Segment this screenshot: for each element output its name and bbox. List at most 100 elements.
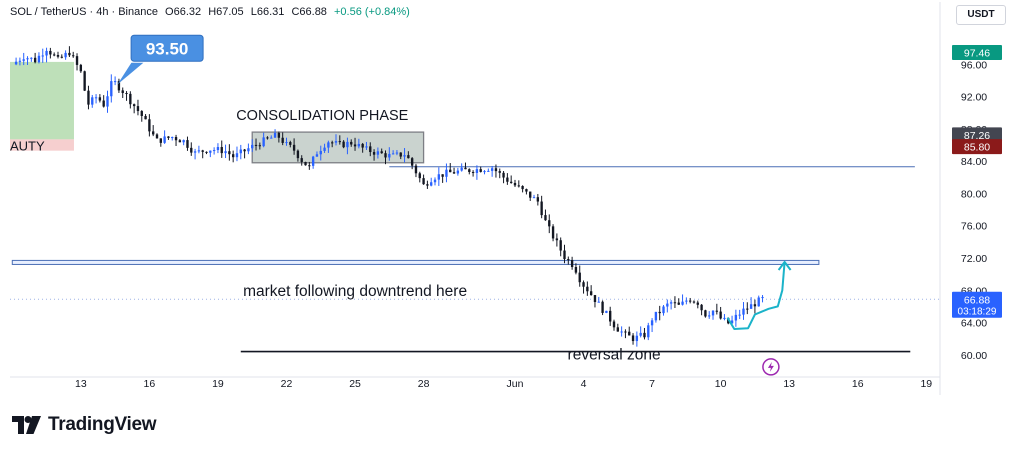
candle-body <box>121 90 124 94</box>
price-tick-label: 92.00 <box>961 92 987 104</box>
candle-body <box>536 197 540 202</box>
candle-body <box>144 115 147 120</box>
candle-body <box>620 331 623 333</box>
candle-body <box>517 185 520 187</box>
price-label-value: 85.80 <box>964 142 990 154</box>
candle-body <box>483 171 486 173</box>
candle-body <box>509 181 513 183</box>
candle-body <box>388 153 391 158</box>
candle-body <box>201 150 204 152</box>
change-value: +0.56 (+0.84%) <box>334 6 410 18</box>
candle-body <box>304 161 307 166</box>
candle-body <box>628 331 631 336</box>
tradingview-logo[interactable]: TradingView <box>12 414 157 436</box>
candle-body <box>643 332 646 338</box>
candle-body <box>174 137 178 141</box>
candle-body <box>14 61 18 65</box>
candle-body <box>605 310 608 313</box>
candle-body <box>296 150 300 159</box>
candle-body <box>616 327 619 332</box>
candle-body <box>708 315 711 317</box>
candle-body <box>243 149 246 152</box>
candle-body <box>273 132 277 138</box>
candle-body <box>98 97 102 101</box>
candle-body <box>350 141 353 145</box>
candle-body <box>372 152 376 155</box>
candle-body <box>494 168 498 172</box>
candle-body <box>414 165 418 174</box>
candle-body <box>631 335 635 342</box>
position-loss-zone <box>10 139 74 151</box>
candle-body <box>182 140 185 143</box>
candle-body <box>281 137 284 143</box>
candle-body <box>197 150 201 152</box>
time-axis[interactable]: 13 16 19 22 25 28 Jun 4 7 10 13 16 19 <box>75 378 932 390</box>
candle-body <box>719 311 722 319</box>
candle-body <box>159 138 162 143</box>
candle-body <box>308 165 311 167</box>
candle-body <box>662 306 665 314</box>
candle-body <box>433 179 437 183</box>
countdown-label: 03:18:29 <box>958 306 997 317</box>
candle-body <box>490 168 494 171</box>
currency-unit-button[interactable]: USDT <box>956 5 1006 25</box>
candle-body <box>502 172 505 178</box>
price-label-value: 66.88 <box>964 294 990 306</box>
candle-body <box>456 170 460 174</box>
candle-body <box>22 59 25 61</box>
candle-body <box>734 314 738 321</box>
candle-body <box>635 335 639 342</box>
candle-body <box>41 55 44 57</box>
candle-body <box>559 240 562 251</box>
candle-body <box>319 150 322 155</box>
candle-body <box>186 140 189 148</box>
candle-body <box>311 156 315 166</box>
candle-body <box>688 300 692 302</box>
candle-body <box>369 146 372 153</box>
candle-body <box>45 50 48 56</box>
candle-body <box>544 215 547 221</box>
open-value: O66.32 <box>165 6 202 18</box>
candle-body <box>746 308 749 310</box>
price-axis[interactable]: 60.0064.0068.0072.0076.0080.0084.0088.00… <box>952 45 1002 362</box>
time-tick-label: 13 <box>75 378 87 390</box>
time-tick-label: 16 <box>852 378 864 390</box>
candle-body <box>334 141 338 143</box>
consolidation-box <box>251 131 425 164</box>
candle-body <box>117 81 121 91</box>
candle-body <box>395 152 399 154</box>
candle-body <box>91 97 94 105</box>
candle-body <box>445 169 448 177</box>
candle-body <box>673 302 677 304</box>
candle-body <box>460 167 463 171</box>
candle-body <box>589 291 593 296</box>
time-tick-label: 16 <box>144 378 156 390</box>
candle-body <box>548 220 551 227</box>
candle-body <box>532 197 536 199</box>
symbol-name[interactable]: SOL / TetherUS · 4h · Binance <box>10 6 158 18</box>
candle-body <box>361 143 364 148</box>
candle-body <box>521 186 524 190</box>
candle-body <box>26 58 29 60</box>
candle-body <box>452 172 456 174</box>
candle-body <box>506 177 509 182</box>
candle-body <box>220 147 223 154</box>
downtrend-label: market following downtrend here <box>243 283 467 300</box>
candle-body <box>52 54 56 56</box>
candle-body <box>669 302 673 304</box>
candle-body <box>654 311 658 321</box>
candle-body <box>247 148 250 152</box>
candle-body <box>399 152 402 157</box>
candle-body <box>315 154 319 157</box>
candle-body <box>292 144 296 151</box>
candle-body <box>578 272 581 283</box>
candle-body <box>639 332 642 336</box>
price-tick-label: 64.00 <box>961 318 987 330</box>
candle-body <box>593 295 597 303</box>
candle-body <box>730 320 734 324</box>
candle-body <box>125 93 128 95</box>
candle-body <box>612 321 616 328</box>
candle-body <box>106 96 109 107</box>
price-label-tag <box>952 127 1002 143</box>
